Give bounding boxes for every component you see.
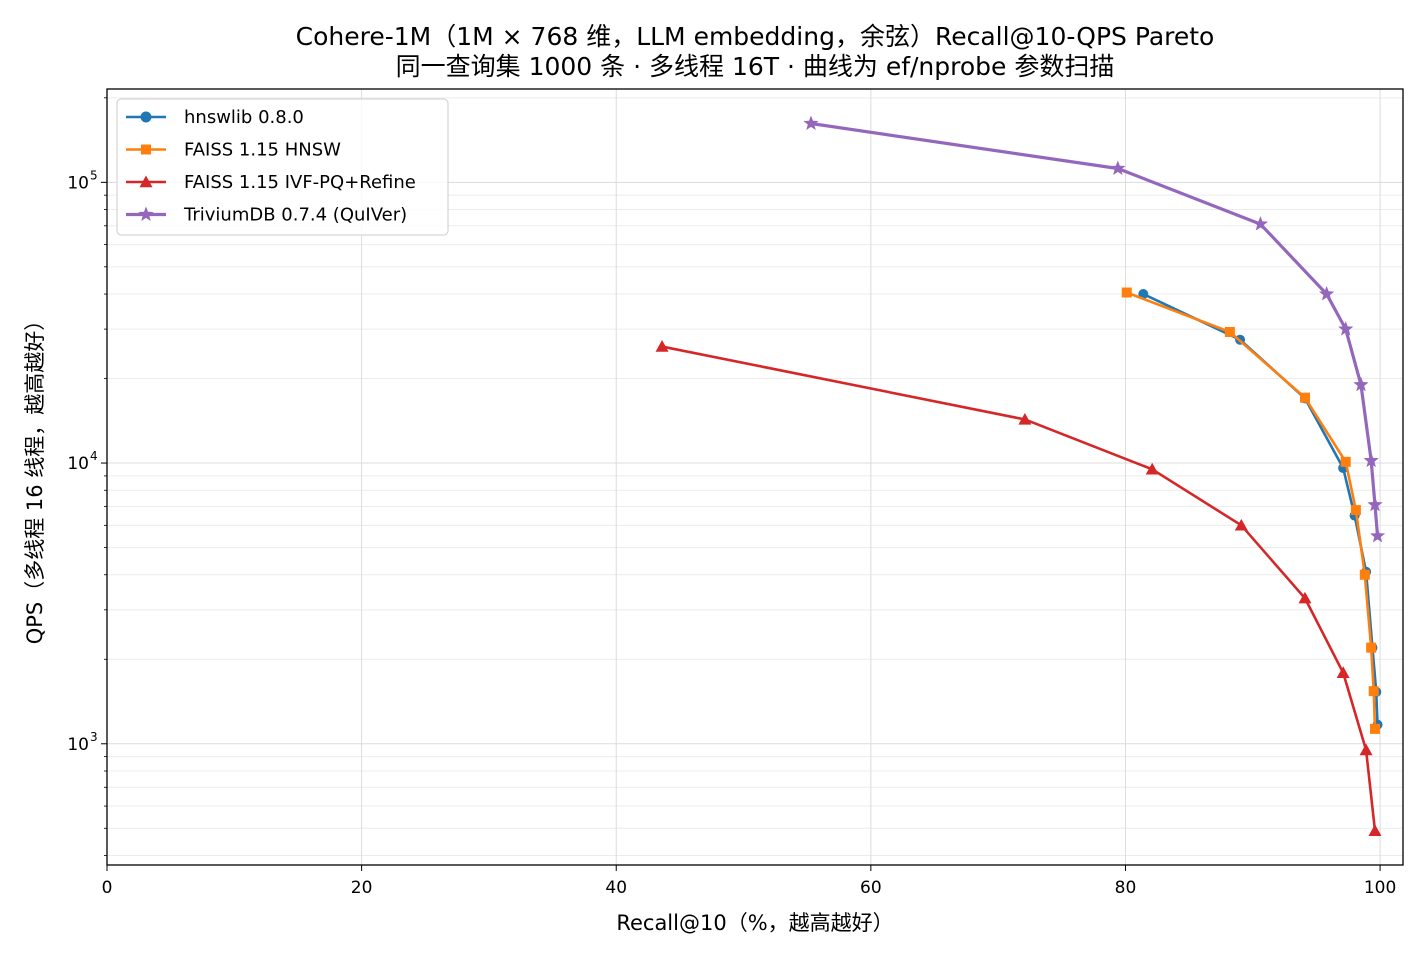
legend-label: FAISS 1.15 HNSW: [184, 140, 341, 161]
series-line: [661, 345, 1377, 831]
data-point: [1298, 591, 1312, 604]
y-tick-label: 10: [67, 454, 89, 474]
x-axis-label: Recall@10（%，越高越好）: [616, 911, 893, 935]
y-tick-exponent: 4: [90, 449, 98, 463]
y-tick-exponent: 3: [90, 730, 98, 744]
legend-marker: [140, 111, 152, 123]
plot-frame: [106, 88, 1404, 866]
legend: hnswlib 0.8.0 FAISS 1.15 HNSW FAISS 1.15 I…: [116, 98, 449, 236]
legend-item: TriviumDB 0.7.4 (QuIVer): [126, 205, 407, 226]
chart-title: Cohere-1M（1M × 768 维，LLM embedding，余弦）Re…: [296, 22, 1215, 51]
data-point: [1366, 642, 1377, 653]
data-point: [1252, 216, 1269, 231]
legend-label: TriviumDB 0.7.4 (QuIVer): [183, 205, 407, 226]
legend-label: hnswlib 0.8.0: [184, 107, 304, 128]
data-point: [1359, 569, 1370, 580]
data-point: [1121, 287, 1132, 298]
legend-item: hnswlib 0.8.0: [126, 107, 304, 128]
x-tick-label: 0: [102, 878, 113, 898]
data-point: [655, 340, 669, 352]
series-0: [1138, 289, 1383, 730]
data-point: [1350, 505, 1361, 516]
y-tick-exponent: 5: [90, 168, 98, 182]
legend-item: FAISS 1.15 IVF-PQ+Refine: [126, 172, 416, 193]
legend-marker: [141, 144, 151, 155]
data-point: [1340, 456, 1351, 467]
data-point: [1353, 376, 1369, 392]
data-point: [1368, 824, 1382, 836]
data-point: [1338, 321, 1354, 336]
legend-label: FAISS 1.15 IVF-PQ+Refine: [184, 172, 416, 193]
data-point: [1110, 160, 1126, 175]
x-tick-label: 80: [1115, 878, 1137, 898]
series-2: [655, 340, 1382, 836]
data-point: [1336, 666, 1350, 678]
x-tick-label: 60: [860, 878, 882, 898]
data-point: [1367, 496, 1383, 512]
data-point: [1368, 686, 1379, 697]
series-layer: [655, 115, 1386, 836]
x-tick-label: 20: [351, 878, 373, 898]
y-tick-label: 10: [67, 173, 89, 193]
data-point: [1319, 286, 1335, 301]
y-tick-label: 10: [67, 735, 89, 755]
data-point: [1359, 743, 1373, 756]
series-1: [1121, 287, 1380, 734]
x-tick-label: 40: [605, 878, 627, 898]
legend-marker: [138, 206, 154, 221]
y-axis-label: QPS（多线程 16 线程，越高越好）: [23, 310, 47, 645]
data-point: [803, 115, 819, 130]
data-point: [1234, 518, 1248, 531]
data-point: [1369, 527, 1386, 543]
legend-marker: [139, 175, 153, 188]
data-point: [1224, 326, 1235, 337]
data-point: [1369, 723, 1380, 734]
legend-box: [116, 98, 449, 236]
series-line: [810, 121, 1380, 537]
series-3: [803, 115, 1386, 543]
legend-item: FAISS 1.15 HNSW: [126, 140, 341, 161]
data-point: [1145, 462, 1159, 475]
chart-subtitle: 同一查询集 1000 条 · 多线程 16T · 曲线为 ef/nprobe 参…: [396, 52, 1115, 81]
x-tick-label: 100: [1364, 878, 1396, 898]
tick-layer: 10 310 410 50 20 40 60 80 100: [67, 97, 1396, 898]
data-point: [1299, 392, 1310, 403]
data-point: [1018, 412, 1032, 425]
data-point: [1363, 452, 1379, 468]
